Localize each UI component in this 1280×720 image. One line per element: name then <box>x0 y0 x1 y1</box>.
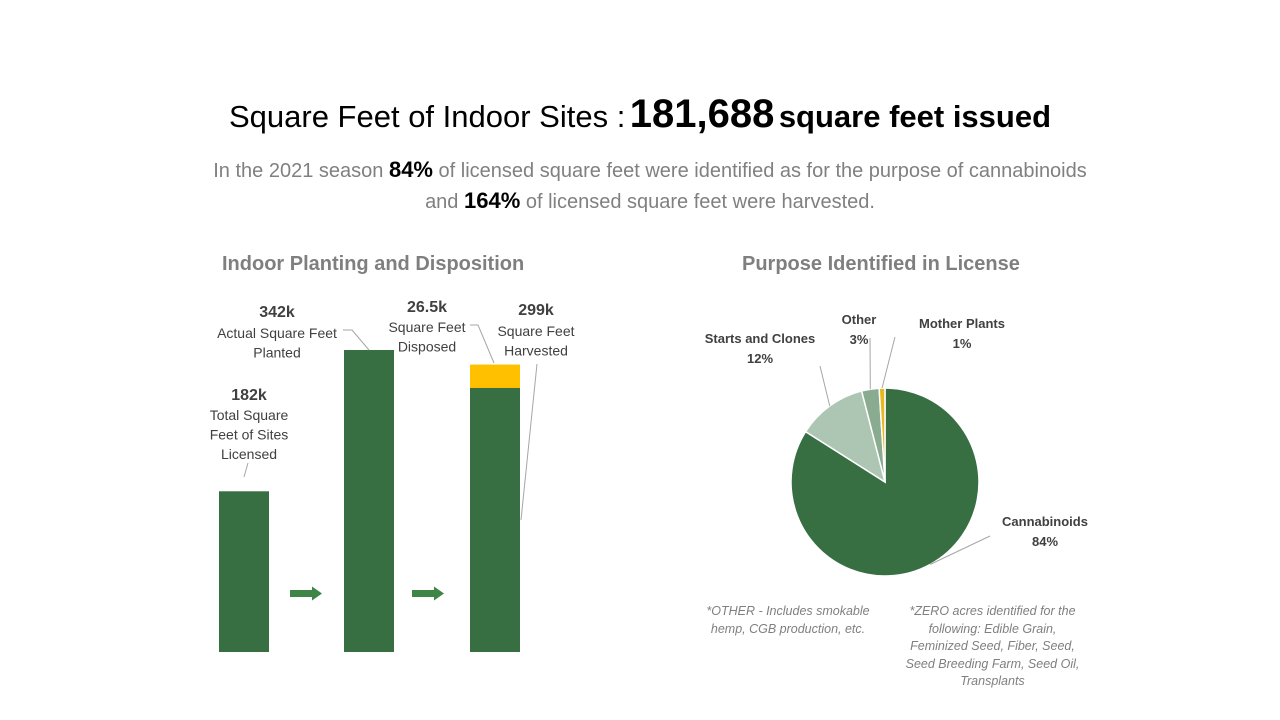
title-prefix: Square Feet of Indoor Sites : <box>228 99 626 134</box>
bar-category-label-1-line-1: Total Square <box>210 407 289 423</box>
bar-category-label-3-line-1: Square Feet <box>388 319 465 335</box>
arrow-right-1-icon <box>290 586 322 601</box>
bar-leader-line-4 <box>520 363 538 521</box>
pie-leader-line-1 <box>930 535 991 565</box>
note-other: *OTHER - Includes smokable hemp, CGB pro… <box>706 604 870 636</box>
pie-slice-starts-and-clones <box>804 390 887 484</box>
pie-label-other: Other <box>842 312 877 327</box>
subtitle-text-2: of licensed square feet were identified … <box>425 160 1087 213</box>
page-title: Square Feet of Indoor Sites : 181,688 sq… <box>0 92 1280 137</box>
subtitle-text-3: of licensed square feet were harvested. <box>520 191 875 213</box>
bar-category-label-1-line-2: Feet of Sites <box>210 427 289 443</box>
bar-2 <box>344 350 394 652</box>
title-number: 181,688 <box>629 92 775 136</box>
pie-label-starts-and-clones: Starts and Clones <box>705 331 816 346</box>
bar-value-label-1: 182k <box>231 387 267 404</box>
bar-category-label-4-line-2: Harvested <box>504 343 568 359</box>
bar-4 <box>470 387 520 652</box>
pie-leader-line-4 <box>881 336 896 389</box>
pie-label-cannabinoids: Cannabinoids <box>1002 514 1088 529</box>
pie-chart-title: Purpose Identified in License <box>742 253 1020 275</box>
subtitle-percent-cannabinoids: 84% <box>388 157 433 182</box>
page-subtitle: In the 2021 season 84% of licensed squar… <box>200 155 1100 217</box>
subtitle-text-1: In the 2021 season <box>213 160 389 182</box>
bar-chart-title: Indoor Planting and Disposition <box>222 253 525 275</box>
bar-value-label-4: 299k <box>518 302 554 319</box>
bar-value-label-2: 342k <box>259 304 295 321</box>
pie-leader-line-2 <box>819 365 831 407</box>
pie-value-label-other: 3% <box>850 332 869 347</box>
bar-value-label-3: 26.5k <box>407 299 447 316</box>
bar-category-label-2-line-2: Planted <box>253 345 300 361</box>
subtitle-percent-harvested: 164% <box>464 188 521 213</box>
bar-1 <box>219 491 269 652</box>
bar-category-label-3-line-2: Disposed <box>398 339 456 355</box>
pie-value-label-starts-and-clones: 12% <box>747 351 773 366</box>
pie-label-mother-plants: Mother Plants <box>919 316 1005 331</box>
bar-leader-line-2 <box>343 329 370 351</box>
bar-3 <box>470 364 520 388</box>
arrow-right-2-icon <box>412 586 444 601</box>
pie-value-label-cannabinoids: 84% <box>1032 534 1058 549</box>
bar-category-label-1-line-3: Licensed <box>221 446 277 462</box>
title-suffix: square feet issued <box>778 99 1052 134</box>
bar-category-label-4-line-1: Square Feet <box>497 323 574 339</box>
bar-leader-line-3 <box>470 324 495 364</box>
note-zero: *ZERO acres identified for the following… <box>905 604 1080 688</box>
bar-leader-line-1 <box>243 462 249 478</box>
bar-category-label-2-line-1: Actual Square Feet <box>217 325 337 341</box>
pie-value-label-mother-plants: 1% <box>953 336 972 351</box>
